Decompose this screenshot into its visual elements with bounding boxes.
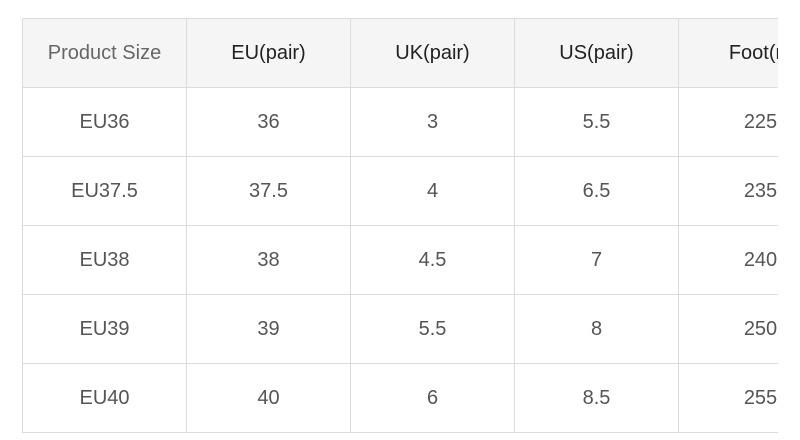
table-row: EU40 40 6 8.5 255 [22,363,778,433]
table-cell: 255 [678,363,778,433]
table-cell: 5.5 [350,294,515,364]
header-cell: US(pair) [514,18,679,88]
table-cell: 6.5 [514,156,679,226]
table-cell: 8 [514,294,679,364]
table-cell: 4.5 [350,225,515,295]
table-cell: 39 [186,294,351,364]
table-cell: 40 [186,363,351,433]
table-cell: 240 [678,225,778,295]
header-cell: EU(pair) [186,18,351,88]
table-row: EU37.5 37.5 4 6.5 235 [22,156,778,226]
table-cell: EU40 [22,363,187,433]
header-row: Product Size EU(pair) UK(pair) US(pair) Foot… [22,18,778,88]
table-cell: 250 [678,294,778,364]
table-cell: 8.5 [514,363,679,433]
table-cell: EU37.5 [22,156,187,226]
table-cell: 7 [514,225,679,295]
table-cell: 3 [350,87,515,157]
table-cell: EU38 [22,225,187,295]
table-row: EU39 39 5.5 8 250 [22,294,778,364]
table-row: EU38 38 4.5 7 240 [22,225,778,295]
table-cell: 225 [678,87,778,157]
table-cell: 5.5 [514,87,679,157]
table-cell: 38 [186,225,351,295]
table-cell: 37.5 [186,156,351,226]
size-table-container: Product Size EU(pair) UK(pair) US(pair) Foot… [22,18,778,434]
table-cell: 36 [186,87,351,157]
table-row: EU36 36 3 5.5 225 [22,87,778,157]
table-cell: 235 [678,156,778,226]
table-body: EU36 36 3 5.5 225 EU37.5 37.5 4 6.5 235 EU38 38 4.5 7… [22,87,778,433]
size-table: Product Size EU(pair) UK(pair) US(pair) Foot… [22,18,778,433]
table-cell: 4 [350,156,515,226]
header-cell: Foot(m [678,18,778,88]
table-cell: EU36 [22,87,187,157]
table-cell: EU39 [22,294,187,364]
table-cell: 6 [350,363,515,433]
header-cell: UK(pair) [350,18,515,88]
header-cell: Product Size [22,18,187,88]
